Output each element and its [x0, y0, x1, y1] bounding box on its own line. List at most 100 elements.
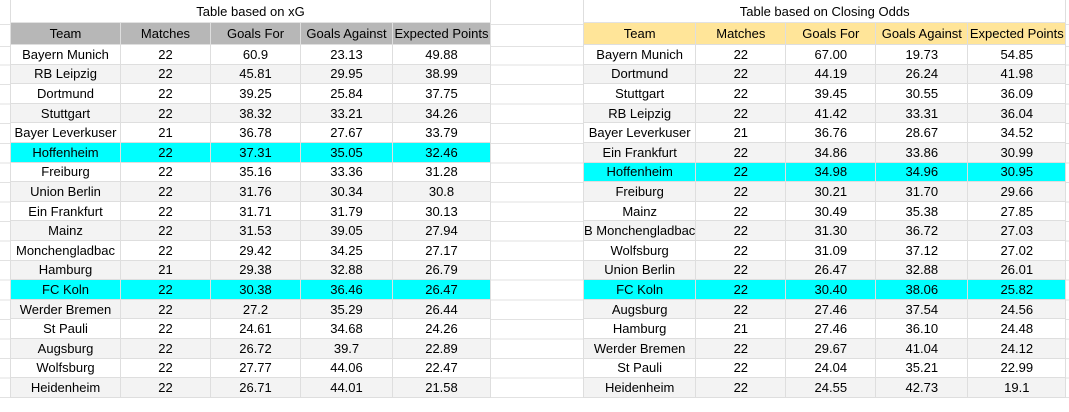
value-cell[interactable]: 22	[120, 337, 211, 359]
value-cell[interactable]: 22	[120, 220, 211, 241]
team-cell[interactable]: Heidenheim	[10, 377, 121, 398]
value-cell[interactable]: 29.66	[967, 181, 1067, 202]
value-cell[interactable]: 24.26	[392, 318, 491, 339]
value-cell[interactable]: 22	[120, 377, 211, 398]
value-cell[interactable]: 35.21	[875, 357, 969, 379]
value-cell[interactable]: 30.49	[785, 200, 877, 222]
value-cell[interactable]: 31.76	[210, 181, 301, 202]
value-cell[interactable]: 44.06	[300, 357, 393, 379]
value-cell[interactable]: 36.10	[875, 318, 969, 339]
value-cell[interactable]: 26.71	[210, 377, 301, 398]
value-cell[interactable]: 22.89	[392, 337, 491, 359]
value-cell[interactable]: 22.47	[392, 357, 491, 379]
value-cell[interactable]: 22	[120, 102, 211, 124]
team-cell[interactable]: Bayer Leverkuser	[582, 122, 697, 143]
value-cell[interactable]: 35.05	[300, 141, 393, 163]
value-cell[interactable]: 19.1	[967, 377, 1067, 398]
value-cell[interactable]: 31.79	[300, 200, 393, 222]
value-cell[interactable]: 21	[120, 259, 211, 281]
value-cell[interactable]: 22	[120, 200, 211, 222]
value-cell[interactable]: 27.46	[785, 318, 877, 339]
team-cell[interactable]: Bayer Leverkuser	[10, 122, 121, 143]
value-cell[interactable]: 29.95	[300, 63, 393, 85]
value-cell[interactable]: 41.04	[875, 337, 969, 359]
value-cell[interactable]: 32.88	[300, 259, 393, 281]
value-cell[interactable]: 36.76	[785, 122, 877, 143]
value-cell[interactable]: 30.13	[392, 200, 491, 222]
value-cell[interactable]: 37.75	[392, 83, 491, 104]
value-cell[interactable]: 26.79	[392, 259, 491, 281]
value-cell[interactable]: 27.02	[967, 239, 1067, 261]
value-cell[interactable]: 21.58	[392, 377, 491, 398]
value-cell[interactable]: 35.29	[300, 298, 393, 320]
value-cell[interactable]: 24.48	[967, 318, 1067, 339]
value-cell[interactable]: 37.12	[875, 239, 969, 261]
value-cell[interactable]: 22	[695, 44, 787, 65]
value-cell[interactable]: 22	[120, 141, 211, 163]
value-cell[interactable]: 31.53	[210, 220, 301, 241]
value-cell[interactable]: 21	[695, 122, 787, 143]
team-cell[interactable]: FC Koln	[582, 279, 697, 300]
value-cell[interactable]: 41.42	[785, 102, 877, 124]
value-cell[interactable]: 27.17	[392, 239, 491, 261]
column-header-expected-points[interactable]: Expected Points	[967, 22, 1067, 45]
value-cell[interactable]: 22	[695, 63, 787, 85]
value-cell[interactable]: 67.00	[785, 44, 877, 65]
value-cell[interactable]: 31.28	[392, 161, 491, 183]
value-cell[interactable]: 34.52	[967, 122, 1067, 143]
value-cell[interactable]: 22	[695, 357, 787, 379]
value-cell[interactable]: 38.99	[392, 63, 491, 85]
column-header-matches[interactable]: Matches	[695, 22, 787, 45]
value-cell[interactable]: 36.72	[875, 220, 969, 241]
value-cell[interactable]: 60.9	[210, 44, 301, 65]
value-cell[interactable]: 22	[695, 141, 787, 163]
column-header-goals-against[interactable]: Goals Against	[875, 22, 969, 45]
value-cell[interactable]: 26.24	[875, 63, 969, 85]
value-cell[interactable]: 27.85	[967, 200, 1067, 222]
team-cell[interactable]: Ein Frankfurt	[10, 200, 121, 222]
value-cell[interactable]: 34.96	[875, 161, 969, 183]
team-cell[interactable]: Hoffenheim	[582, 161, 697, 183]
value-cell[interactable]: 22	[120, 181, 211, 202]
value-cell[interactable]: 26.47	[392, 279, 491, 300]
value-cell[interactable]: 22	[120, 239, 211, 261]
value-cell[interactable]: 30.99	[967, 141, 1067, 163]
value-cell[interactable]: 21	[120, 122, 211, 143]
team-cell[interactable]: Heidenheim	[582, 377, 697, 398]
value-cell[interactable]: 26.44	[392, 298, 491, 320]
value-cell[interactable]: 34.26	[392, 102, 491, 124]
value-cell[interactable]: 22	[695, 181, 787, 202]
column-header-expected-points[interactable]: Expected Points	[392, 22, 491, 45]
value-cell[interactable]: 29.42	[210, 239, 301, 261]
value-cell[interactable]: 22	[695, 102, 787, 124]
value-cell[interactable]: 41.98	[967, 63, 1067, 85]
value-cell[interactable]: 33.36	[300, 161, 393, 183]
value-cell[interactable]: 33.21	[300, 102, 393, 124]
team-cell[interactable]: Dortmund	[10, 83, 121, 104]
team-cell[interactable]: St Pauli	[582, 357, 697, 379]
value-cell[interactable]: 26.47	[785, 259, 877, 281]
value-cell[interactable]: 54.85	[967, 44, 1067, 65]
value-cell[interactable]: 35.16	[210, 161, 301, 183]
team-cell[interactable]: St Pauli	[10, 318, 121, 339]
team-cell[interactable]: Hamburg	[10, 259, 121, 281]
value-cell[interactable]: 22	[695, 161, 787, 183]
value-cell[interactable]: 27.94	[392, 220, 491, 241]
team-cell[interactable]: Wolfsburg	[10, 357, 121, 379]
value-cell[interactable]: 28.67	[875, 122, 969, 143]
value-cell[interactable]: 42.73	[875, 377, 969, 398]
team-cell[interactable]: Mainz	[10, 220, 121, 241]
value-cell[interactable]: 22	[695, 377, 787, 398]
value-cell[interactable]: 22	[695, 220, 787, 241]
team-cell[interactable]: Freiburg	[10, 161, 121, 183]
team-cell[interactable]: Hoffenheim	[10, 141, 121, 163]
value-cell[interactable]: 44.19	[785, 63, 877, 85]
value-cell[interactable]: 37.31	[210, 141, 301, 163]
value-cell[interactable]: 22.99	[967, 357, 1067, 379]
value-cell[interactable]: 24.56	[967, 298, 1067, 320]
value-cell[interactable]: 36.78	[210, 122, 301, 143]
value-cell[interactable]: 39.25	[210, 83, 301, 104]
value-cell[interactable]: 30.55	[875, 83, 969, 104]
value-cell[interactable]: 30.21	[785, 181, 877, 202]
value-cell[interactable]: 24.61	[210, 318, 301, 339]
